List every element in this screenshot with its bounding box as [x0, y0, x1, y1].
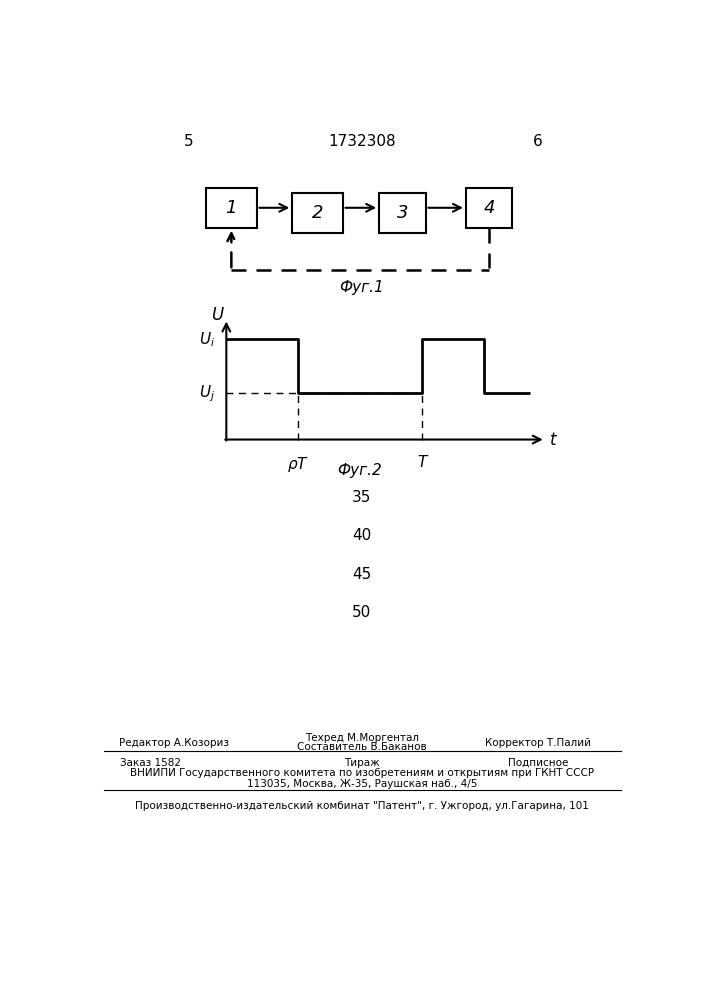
- Bar: [292, 193, 343, 233]
- Text: ВНИИПИ Государственного комитета по изобретениям и открытиям при ГКНТ СССР: ВНИИПИ Государственного комитета по изоб…: [130, 768, 594, 778]
- Text: 1732308: 1732308: [328, 134, 396, 149]
- Text: Корректор Т.Палий: Корректор Т.Палий: [485, 738, 591, 748]
- Bar: [379, 193, 426, 233]
- Text: t: t: [550, 431, 556, 449]
- Text: Фуг.1: Фуг.1: [339, 280, 385, 295]
- Text: Подписное: Подписное: [508, 758, 568, 768]
- Text: 2: 2: [312, 204, 323, 222]
- Text: Техред М.Моргентал: Техред М.Моргентал: [305, 733, 419, 743]
- Text: 3: 3: [397, 204, 408, 222]
- Text: 113035, Москва, Ж-35, Раушская наб., 4/5: 113035, Москва, Ж-35, Раушская наб., 4/5: [247, 779, 477, 789]
- Text: $\rho T$: $\rho T$: [286, 455, 309, 474]
- Text: 45: 45: [352, 567, 372, 582]
- Text: 4: 4: [484, 199, 495, 217]
- Text: $U_i$: $U_i$: [199, 330, 216, 349]
- Text: 50: 50: [352, 605, 372, 620]
- Text: Фуг.2: Фуг.2: [337, 463, 382, 478]
- Text: Производственно-издательский комбинат "Патент", г. Ужгород, ул.Гагарина, 101: Производственно-издательский комбинат "П…: [135, 801, 589, 811]
- Text: 40: 40: [352, 528, 372, 543]
- Bar: [206, 188, 257, 228]
- Text: 6: 6: [533, 134, 543, 149]
- Bar: [466, 188, 513, 228]
- Text: $U_j$: $U_j$: [199, 383, 216, 404]
- Text: T: T: [417, 455, 426, 470]
- Text: U: U: [211, 306, 223, 324]
- Text: Тираж: Тираж: [344, 758, 380, 768]
- Text: 1: 1: [226, 199, 237, 217]
- Text: 5: 5: [185, 134, 194, 149]
- Text: Редактор А.Козориз: Редактор А.Козориз: [119, 738, 228, 748]
- Text: Составитель В.Баканов: Составитель В.Баканов: [297, 742, 427, 752]
- Text: 35: 35: [352, 490, 372, 505]
- Text: Заказ 1582: Заказ 1582: [120, 758, 181, 768]
